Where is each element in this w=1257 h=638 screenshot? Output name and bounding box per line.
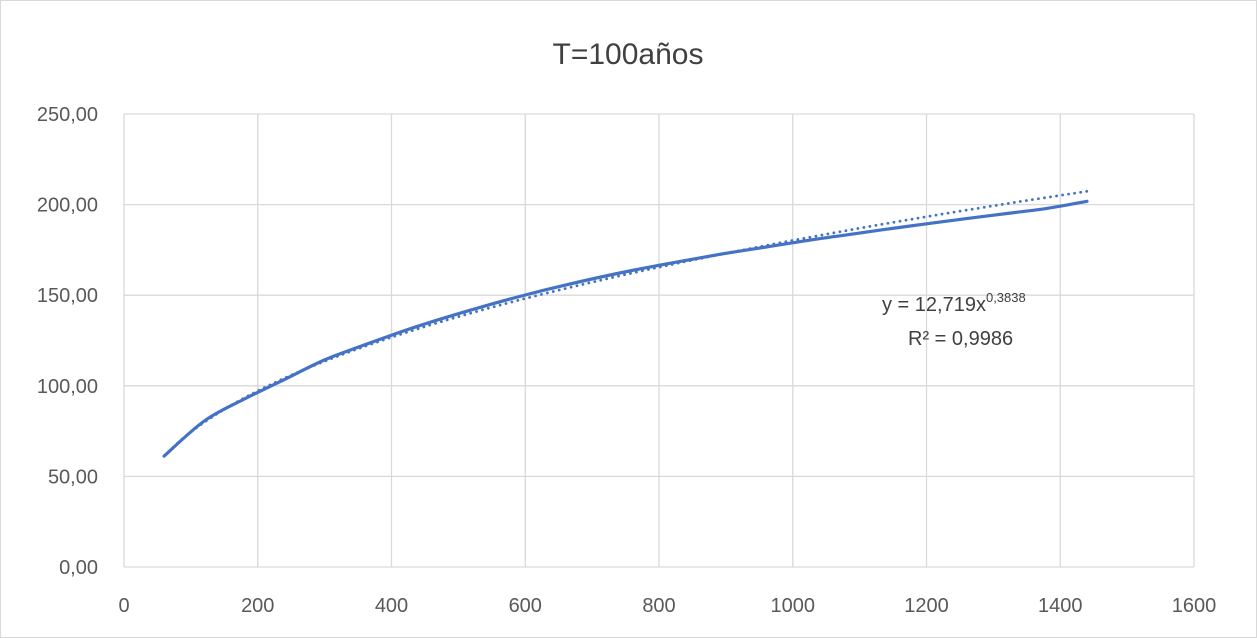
- series-line: [162, 199, 1089, 458]
- chart-title: T=100años: [553, 38, 704, 71]
- trendline-equation: y = 12,719x0,3838: [882, 290, 1026, 316]
- x-tick-label: 600: [509, 595, 542, 617]
- trendline-power: [162, 189, 1089, 458]
- x-tick-label: 1000: [771, 595, 816, 617]
- grid: [123, 113, 1195, 568]
- x-axis-ticks: 0 200 400 600 800 1000 1200 1400 1600: [118, 595, 1216, 617]
- y-tick-label: 50,00: [48, 466, 98, 488]
- x-tick-label: 0: [118, 595, 129, 617]
- x-tick-label: 400: [375, 595, 408, 617]
- y-tick-label: 100,00: [37, 376, 98, 398]
- x-tick-label: 1600: [1172, 595, 1217, 617]
- trendline-equation-base: y = 12,719x: [882, 294, 986, 316]
- y-tick-label: 200,00: [37, 195, 98, 217]
- x-tick-label: 1400: [1038, 595, 1083, 617]
- series-group: [162, 189, 1089, 458]
- trendline-equation-exponent: 0,3838: [986, 290, 1026, 305]
- x-tick-label: 1200: [904, 595, 949, 617]
- y-tick-label: 250,00: [37, 104, 98, 126]
- y-tick-label: 0,00: [59, 557, 98, 579]
- trendline-r-squared: R² = 0,9986: [908, 328, 1013, 350]
- x-tick-label: 200: [241, 595, 274, 617]
- x-tick-label: 800: [642, 595, 675, 617]
- y-axis-ticks: 0,00 50,00 100,00 150,00 200,00 250,00: [37, 104, 98, 579]
- y-tick-label: 150,00: [37, 285, 98, 307]
